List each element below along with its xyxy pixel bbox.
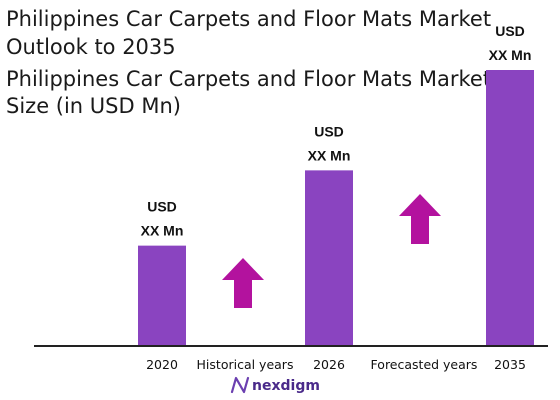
chart-subtitle-line-1: Philippines Car Carpets and Floor Mats M…: [6, 67, 491, 91]
bars-layer: USD XX Mn USD XX Mn USD XX Mn: [138, 23, 534, 346]
growth-arrow-1-icon: [222, 258, 264, 308]
x-tick-2020: 2020: [146, 357, 178, 372]
data-label-2035-line-1: USD: [495, 23, 525, 39]
x-axis-ticks: 2020 2026 2035: [146, 357, 526, 372]
growth-arrows-layer: [222, 194, 441, 308]
chart-title-line-1: Philippines Car Carpets and Floor Mats M…: [6, 7, 491, 31]
chart-subtitle-line-2: Size (in USD Mn): [6, 94, 181, 118]
chart-title-line-2: Outlook to 2035: [6, 35, 176, 59]
x-tick-2035: 2035: [494, 357, 526, 372]
data-label-2035-line-2: XX Mn: [489, 47, 532, 63]
period-label-forecasted: Forecasted years: [371, 357, 478, 372]
brand-name: nexdigm: [252, 378, 320, 394]
period-label-historical: Historical years: [197, 357, 294, 372]
growth-arrow-2-icon: [399, 194, 441, 244]
bar-2020: [138, 245, 186, 346]
nexdigm-logo-icon: [230, 376, 250, 394]
data-label-2020-line-2: XX Mn: [141, 223, 184, 239]
data-label-2026-line-1: USD: [314, 123, 344, 139]
data-label-2026-line-2: XX Mn: [308, 147, 351, 163]
bar-2035: [486, 70, 534, 346]
x-tick-2026: 2026: [313, 357, 345, 372]
data-label-2020-line-1: USD: [147, 199, 177, 215]
brand-logo: nexdigm: [230, 376, 320, 394]
bar-2026: [305, 170, 353, 346]
